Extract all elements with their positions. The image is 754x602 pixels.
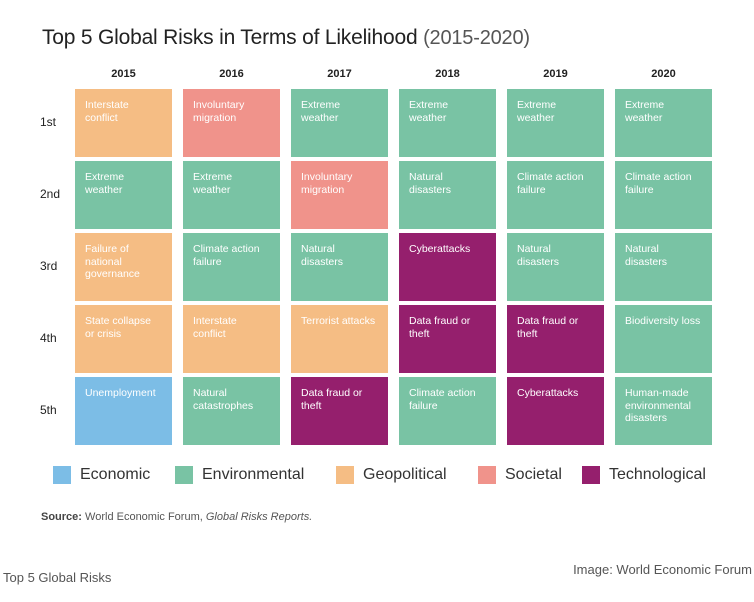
legend-label-technological: Technological <box>609 466 706 483</box>
source-report-name: Global Risks Reports. <box>205 511 313 523</box>
year-header-2018: 2018 <box>435 68 460 80</box>
risk-cell-2020-4th: Biodiversity loss <box>615 305 712 373</box>
risk-cell-2015-5th: Unemployment <box>75 377 172 445</box>
legend-swatch-societal <box>478 466 496 484</box>
image-caption: Top 5 Global Risks <box>3 570 112 585</box>
risk-cell-2016-4th: Interstate conflict <box>183 305 280 373</box>
risk-cell-2017-5th: Data fraud or theft <box>291 377 388 445</box>
year-header-2019: 2019 <box>543 68 568 80</box>
risk-cell-2017-3rd: Natural disasters <box>291 233 388 301</box>
chart-title-years: (2015-2020) <box>423 27 530 49</box>
risk-cell-2015-3rd: Failure of national governance <box>75 233 172 301</box>
rank-label-2nd: 2nd <box>40 187 61 201</box>
risk-cell-2020-2nd: Climate action failure <box>615 161 712 229</box>
year-header-row: 2015 2016 2017 2018 2019 2020 <box>0 68 754 84</box>
source-text: World Economic Forum, <box>85 511 203 523</box>
year-header-2017: 2017 <box>327 68 352 80</box>
risk-cell-2020-5th: Human-made environmental disasters <box>615 377 712 445</box>
rank-label-3rd: 3rd <box>40 259 58 273</box>
rank-label-4th: 4th <box>40 331 57 345</box>
year-header-2020: 2020 <box>651 68 676 80</box>
risk-cell-2015-2nd: Extreme weather <box>75 161 172 229</box>
risk-cell-2018-5th: Climate action failure <box>399 377 496 445</box>
risk-cell-2017-4th: Terrorist attacks <box>291 305 388 373</box>
risk-cell-2018-4th: Data fraud or theft <box>399 305 496 373</box>
risk-cell-2016-1st: Involuntary migration <box>183 89 280 157</box>
risk-cell-2019-2nd: Climate action failure <box>507 161 604 229</box>
legend-swatch-environmental <box>175 466 193 484</box>
legend-label-societal: Societal <box>505 466 562 483</box>
risk-cell-2017-2nd: Involuntary migration <box>291 161 388 229</box>
legend-swatch-economic <box>53 466 71 484</box>
risk-cell-2017-1st: Extreme weather <box>291 89 388 157</box>
risk-cell-2018-1st: Extreme weather <box>399 89 496 157</box>
risk-cell-2016-2nd: Extreme weather <box>183 161 280 229</box>
legend-swatch-technological <box>582 466 600 484</box>
risk-cell-2015-4th: State collapse or crisis <box>75 305 172 373</box>
risk-cell-2018-2nd: Natural disasters <box>399 161 496 229</box>
chart-title-main: Top 5 Global Risks in Terms of Likelihoo… <box>42 26 418 49</box>
chart-card: Top 5 Global Risks in Terms of Likelihoo… <box>0 26 754 523</box>
legend-label-geopolitical: Geopolitical <box>363 466 447 483</box>
chart-title: Top 5 Global Risks in Terms of Likelihoo… <box>42 26 530 50</box>
rank-label-5th: 5th <box>40 403 57 417</box>
risk-cell-2019-1st: Extreme weather <box>507 89 604 157</box>
risk-cell-2020-3rd: Natural disasters <box>615 233 712 301</box>
legend-label-environmental: Environmental <box>202 466 305 483</box>
source-label: Source: <box>41 511 82 523</box>
risk-cell-2020-1st: Extreme weather <box>615 89 712 157</box>
risk-cell-2016-3rd: Climate action failure <box>183 233 280 301</box>
risk-cell-2016-5th: Natural catastrophes <box>183 377 280 445</box>
risk-cell-2015-1st: Interstate conflict <box>75 89 172 157</box>
legend-label-economic: Economic <box>80 466 151 483</box>
legend-swatch-geopolitical <box>336 466 354 484</box>
source-note: Source: World Economic Forum, Global Ris… <box>41 511 312 523</box>
risk-cell-2019-4th: Data fraud or theft <box>507 305 604 373</box>
risk-cell-2018-3rd: Cyberattacks <box>399 233 496 301</box>
legend: Economic Environmental Geopolitical Societa… <box>0 466 754 488</box>
rank-label-1st: 1st <box>40 115 57 129</box>
year-header-2015: 2015 <box>111 68 136 80</box>
risk-cell-2019-5th: Cyberattacks <box>507 377 604 445</box>
year-header-2016: 2016 <box>219 68 244 80</box>
image-credit: Image: World Economic Forum <box>573 562 752 577</box>
risk-cell-2019-3rd: Natural disasters <box>507 233 604 301</box>
